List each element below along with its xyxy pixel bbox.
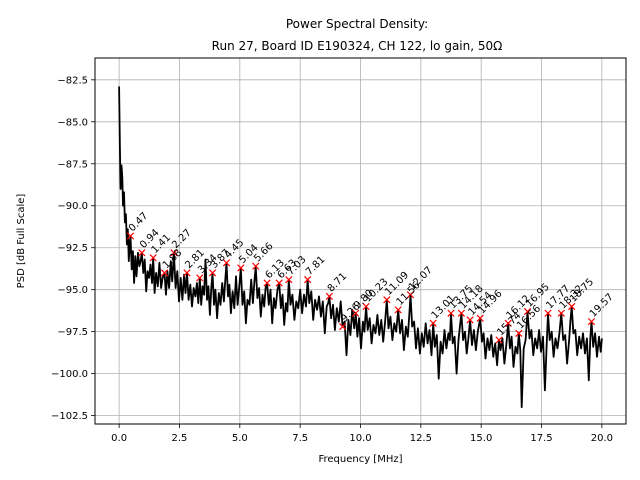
peak-marker bbox=[568, 302, 576, 311]
peak-marker bbox=[466, 316, 474, 324]
peak-marker bbox=[587, 317, 596, 326]
peak-marker bbox=[429, 319, 437, 327]
y-tick-label: −90.0 bbox=[57, 201, 88, 212]
peak-marker bbox=[339, 322, 347, 331]
peak-marker bbox=[557, 309, 565, 317]
peak-marker bbox=[325, 292, 333, 301]
peak-marker bbox=[394, 306, 402, 314]
y-tick-label: −97.5 bbox=[57, 327, 88, 338]
peak-marker bbox=[515, 329, 523, 337]
x-tick-label: 12.5 bbox=[410, 433, 432, 444]
peak-marker bbox=[149, 254, 157, 262]
x-axis: 0.0 2.5 5.0 7.5 10.0 12.5 15.0 17.5 20.0 bbox=[111, 424, 613, 444]
peak-marker bbox=[362, 302, 370, 311]
y-tick-label: −95.0 bbox=[57, 285, 88, 296]
peak-labels: 0.470.941.411.882.272.813.343.874.455.04… bbox=[127, 211, 616, 339]
peak-marker bbox=[304, 275, 312, 284]
x-tick-label: 5.0 bbox=[232, 433, 248, 444]
peak-marker bbox=[495, 336, 503, 344]
chart-subtitle: Run 27, Board ID E190324, CH 122, lo gai… bbox=[212, 39, 503, 53]
peak-marker bbox=[523, 307, 532, 316]
peak-label: 8.71 bbox=[326, 271, 350, 295]
y-tick-label: −87.5 bbox=[57, 159, 88, 170]
peak-label: 0.47 bbox=[127, 211, 151, 235]
peak-label: 7.03 bbox=[285, 254, 309, 278]
x-tick-label: 7.5 bbox=[292, 433, 308, 444]
peak-marker bbox=[196, 274, 204, 282]
y-tick-label: −85.0 bbox=[57, 117, 88, 128]
peak-marker bbox=[252, 262, 260, 270]
x-tick-label: 0.0 bbox=[111, 433, 127, 444]
peak-marker bbox=[275, 279, 283, 287]
y-axis: −82.5 −85.0 −87.5 −90.0 −92.5 −95.0 −97.5 −100.… bbox=[51, 75, 95, 422]
peak-marker bbox=[208, 269, 217, 277]
peak-marker bbox=[352, 309, 360, 317]
peak-label: 5.66 bbox=[252, 241, 276, 265]
peak-marker bbox=[544, 309, 552, 317]
x-tick-label: 2.5 bbox=[172, 433, 188, 444]
y-axis-label: PSD [dB Full Scale] bbox=[16, 194, 27, 289]
y-tick-label: −102.5 bbox=[51, 411, 88, 422]
x-tick-label: 15.0 bbox=[470, 433, 492, 444]
psd-line bbox=[118, 86, 603, 409]
peak-marker bbox=[383, 296, 391, 304]
y-tick-label: −100.0 bbox=[51, 369, 88, 380]
peak-marker bbox=[447, 309, 455, 317]
peak-marker bbox=[222, 259, 231, 267]
x-tick-label: 10.0 bbox=[349, 433, 371, 444]
x-axis-label: Frequency [MHz] bbox=[318, 454, 402, 465]
peak-marker bbox=[126, 232, 135, 240]
peak-markers bbox=[126, 232, 596, 344]
y-tick-label: −92.5 bbox=[57, 243, 88, 254]
peak-marker bbox=[476, 314, 484, 322]
x-tick-label: 17.5 bbox=[530, 433, 552, 444]
peak-label: 7.81 bbox=[304, 254, 328, 278]
grid bbox=[95, 58, 626, 424]
peak-marker bbox=[138, 249, 146, 257]
peak-marker bbox=[183, 269, 191, 277]
y-tick-label: −82.5 bbox=[57, 75, 88, 86]
peak-marker bbox=[406, 291, 415, 299]
peak-marker bbox=[457, 309, 466, 317]
peak-marker bbox=[285, 275, 293, 284]
peak-marker bbox=[263, 279, 271, 287]
peak-marker bbox=[160, 269, 169, 277]
peak-marker bbox=[170, 249, 178, 257]
x-tick-label: 20.0 bbox=[591, 433, 613, 444]
chart-title: Power Spectral Density: bbox=[286, 17, 428, 31]
peak-marker bbox=[504, 319, 512, 327]
peak-marker bbox=[237, 264, 245, 272]
